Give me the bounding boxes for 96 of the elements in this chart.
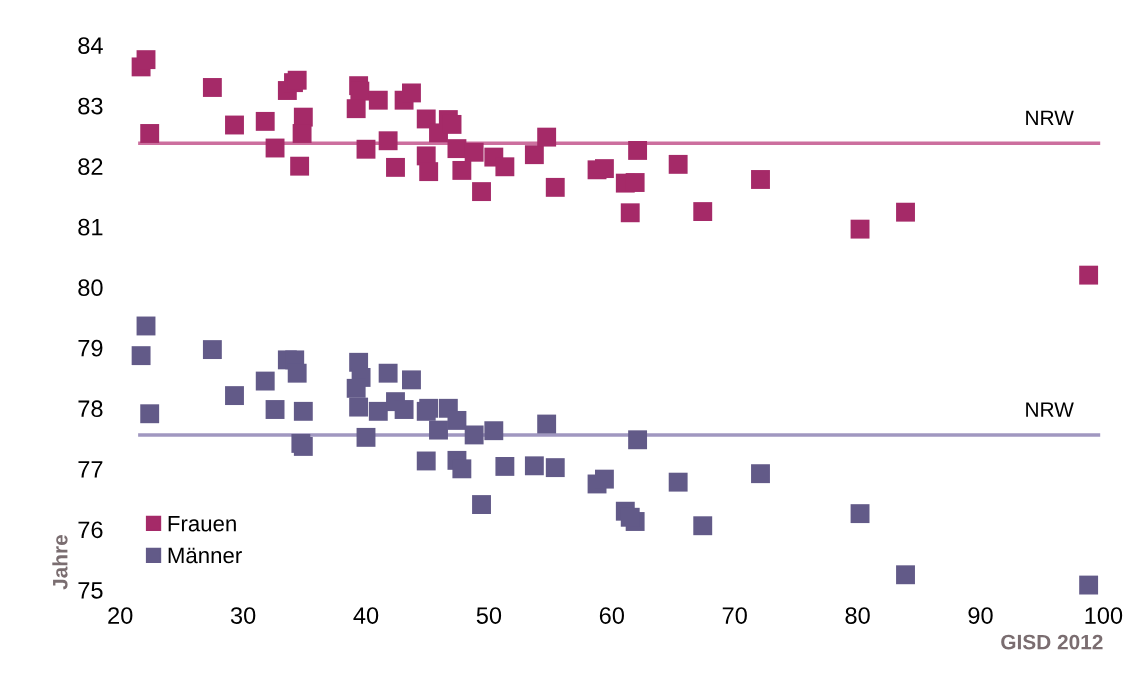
y-tick-label: 76: [78, 521, 103, 539]
point: [545, 177, 565, 197]
point: [255, 111, 275, 131]
point: [265, 400, 285, 419]
point: [402, 370, 421, 390]
point: [346, 99, 366, 119]
point: [386, 157, 405, 177]
point: [452, 160, 472, 180]
point: [265, 138, 285, 158]
point: [287, 363, 307, 383]
point: [202, 78, 222, 97]
point: [472, 495, 491, 514]
point: [464, 142, 484, 162]
point: [419, 162, 439, 182]
point: [620, 203, 640, 223]
point: [225, 386, 244, 406]
point: [140, 124, 160, 143]
point: [495, 157, 515, 177]
point: [255, 371, 275, 391]
y-tick-label: 77: [78, 461, 103, 478]
y-tick-label: 81: [78, 218, 103, 236]
ref-line-label: NRW: [1026, 402, 1074, 417]
point: [356, 139, 376, 159]
point: [537, 414, 557, 434]
point: [1079, 265, 1099, 285]
y-tick-label: 80: [78, 279, 103, 297]
point: [693, 202, 713, 222]
point: [850, 504, 870, 524]
point: [452, 459, 472, 479]
ref-line-label: NRW: [1026, 110, 1074, 125]
point: [429, 420, 448, 440]
point: [290, 156, 310, 176]
point: [447, 139, 467, 159]
point: [628, 430, 648, 450]
legend-label: Frauen: [168, 515, 236, 532]
point: [368, 90, 388, 110]
point: [751, 170, 770, 189]
point: [693, 516, 713, 536]
point: [668, 154, 688, 174]
legend-label: Männer: [168, 547, 242, 564]
point: [292, 124, 312, 143]
point: [349, 397, 369, 417]
point: [346, 378, 366, 398]
x-tick-label: 40: [353, 607, 379, 624]
point: [625, 173, 645, 192]
point: [356, 427, 376, 447]
point: [850, 219, 870, 239]
point: [524, 456, 544, 476]
point: [202, 340, 222, 360]
point: [545, 458, 565, 478]
point: [136, 50, 156, 70]
x-tick-label: 70: [722, 607, 747, 624]
x-axis-title: GISD 2012: [1001, 634, 1103, 650]
x-tick-label: 90: [968, 607, 993, 624]
x-tick-label: 60: [599, 607, 624, 624]
y-tick-label: 83: [78, 97, 103, 115]
y-axis-title: Jahre: [52, 535, 68, 590]
point: [350, 81, 370, 101]
point: [140, 404, 160, 424]
point: [464, 425, 484, 445]
point: [136, 316, 156, 336]
point: [378, 131, 398, 151]
x-tick-label: 20: [108, 607, 133, 624]
point: [1079, 575, 1099, 595]
point: [378, 363, 398, 383]
x-tick-label: 100: [1085, 607, 1123, 624]
point: [131, 346, 151, 366]
y-tick-label: 84: [78, 37, 103, 54]
point: [368, 401, 388, 421]
point: [594, 159, 614, 179]
point: [537, 127, 557, 147]
point: [447, 410, 467, 430]
point: [524, 145, 544, 165]
point: [394, 400, 414, 419]
y-tick-label: 82: [78, 158, 103, 175]
y-tick-label: 79: [78, 339, 103, 357]
y-tick-label: 75: [78, 582, 103, 599]
point: [416, 451, 436, 471]
point: [896, 565, 915, 585]
point: [495, 456, 515, 476]
point: [287, 70, 307, 90]
y-tick-label: 78: [78, 400, 103, 418]
point: [402, 83, 421, 103]
x-tick-label: 30: [230, 607, 256, 624]
point: [225, 115, 244, 135]
point: [472, 182, 491, 202]
x-tick-label: 80: [845, 607, 870, 624]
point: [594, 469, 614, 489]
point: [620, 507, 640, 527]
x-tick-label: 50: [476, 607, 502, 624]
point: [896, 202, 915, 222]
point: [751, 464, 770, 484]
point: [668, 472, 688, 492]
point: [628, 140, 648, 160]
point: [484, 421, 504, 441]
point: [293, 401, 313, 421]
